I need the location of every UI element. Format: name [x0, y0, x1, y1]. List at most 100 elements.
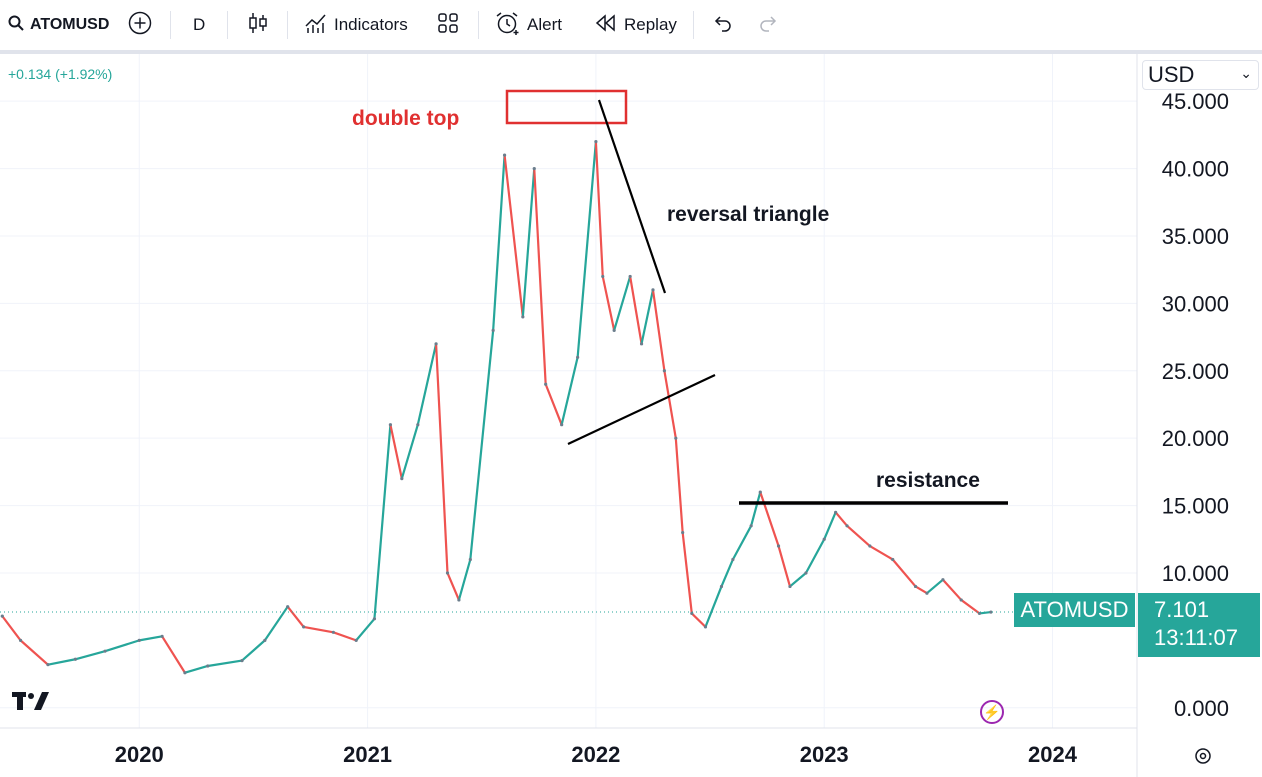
price-segment [183, 664, 209, 674]
price-segment [868, 544, 894, 561]
currency-label: USD [1148, 62, 1195, 87]
price-segment [788, 571, 808, 588]
price-segment [941, 578, 963, 602]
double-top-label: double top [352, 107, 460, 130]
replay-button[interactable]: Replay [594, 0, 677, 50]
x-tick-label: 2020 [115, 742, 164, 767]
settings-icon[interactable] [1193, 746, 1213, 772]
price-point [263, 638, 267, 642]
top-toolbar: ATOMUSD D Indicators Alert R [0, 0, 1262, 50]
plus-circle-icon [128, 11, 152, 40]
price-segment [373, 423, 392, 620]
price-segment [704, 585, 723, 629]
price-point [560, 423, 564, 427]
price-point [434, 342, 438, 346]
price-segment [823, 511, 837, 541]
redo-button[interactable] [758, 0, 780, 50]
y-tick-label: 35.000 [1162, 224, 1229, 249]
lightning-icon[interactable]: ⚡ [980, 700, 1004, 724]
price-point [834, 510, 838, 514]
undo-button[interactable] [711, 0, 733, 50]
price-point [240, 659, 244, 663]
price-point [612, 328, 616, 332]
price-segment [601, 275, 616, 332]
axis-ticks: 45.000 40.000 35.000 30.000 25.000 20.000 15.0… [115, 89, 1229, 767]
price-segment [576, 140, 597, 359]
x-tick-label: 2022 [571, 742, 620, 767]
indicators-button[interactable]: Indicators [304, 0, 408, 50]
indicators-label: Indicators [334, 15, 408, 34]
layouts-button[interactable] [437, 0, 459, 50]
triangle-lower-line[interactable] [567, 374, 716, 445]
price-point [576, 355, 580, 359]
price-segment [925, 578, 945, 595]
redo-icon [758, 14, 780, 37]
price-point [804, 571, 808, 575]
double-top-box[interactable] [505, 89, 628, 125]
symbol-search[interactable]: ATOMUSD [8, 0, 109, 50]
price-point [601, 274, 605, 279]
y-tick-label: 45.000 [1162, 89, 1229, 114]
price-point [400, 477, 404, 481]
grid-lines [0, 54, 1137, 728]
price-segment [533, 167, 547, 386]
toolbar-divider [693, 11, 694, 39]
price-point [758, 490, 762, 494]
price-segment [750, 491, 762, 527]
price-segment [640, 288, 655, 345]
price-segment [845, 524, 871, 548]
price-point [749, 524, 753, 528]
triangle-upper-line[interactable] [597, 99, 667, 294]
alert-button[interactable]: Alert [495, 0, 562, 50]
alarm-clock-icon [495, 11, 521, 40]
price-point [183, 671, 187, 675]
price-point [662, 369, 666, 373]
y-tick-label: 0.000 [1174, 696, 1229, 721]
price-segment [206, 659, 244, 668]
price-segment [777, 544, 792, 588]
price-series [0, 140, 993, 675]
currency-select[interactable]: USD ⌄ [1142, 60, 1259, 90]
chart-type-button[interactable] [247, 0, 269, 50]
y-tick-label: 40.000 [1162, 157, 1229, 182]
price-segment [389, 423, 403, 480]
price-segment [263, 605, 289, 642]
price-point [703, 625, 708, 629]
price-segment [469, 329, 495, 561]
toolbar-divider [170, 11, 171, 39]
toolbar-divider [478, 11, 479, 39]
price-segment [759, 491, 780, 548]
price-point [388, 423, 393, 427]
candles-icon [247, 11, 269, 40]
y-tick-label: 30.000 [1162, 291, 1229, 316]
price-point [891, 557, 895, 562]
price-point [959, 598, 963, 602]
price-segment [651, 288, 666, 372]
price-point [46, 663, 50, 667]
price-segment [332, 631, 358, 642]
price-segment [302, 625, 335, 634]
price-segment [804, 538, 826, 575]
price-point [544, 382, 548, 386]
price-segment [416, 342, 438, 426]
price-point [674, 436, 678, 440]
price-point [913, 584, 918, 589]
tradingview-logo[interactable] [12, 690, 50, 717]
price-point [731, 557, 735, 562]
price-segment [1, 615, 22, 642]
price-segment [434, 342, 449, 575]
price-segment [521, 167, 536, 318]
y-tick-label: 20.000 [1162, 426, 1229, 451]
price-point [354, 638, 358, 642]
price-point [977, 611, 982, 616]
interval-button[interactable]: D [193, 0, 205, 50]
reversal-triangle-label: reversal triangle [667, 203, 830, 226]
price-segment [74, 650, 107, 661]
toolbar-divider [287, 11, 288, 39]
price-point [594, 140, 598, 144]
toolbar-divider [227, 11, 228, 39]
compare-button[interactable] [128, 0, 152, 50]
price-point [73, 657, 77, 661]
price-point [502, 153, 507, 157]
chart-canvas[interactable]: 45.000 40.000 35.000 30.000 25.000 20.000 15.0… [0, 54, 1262, 777]
